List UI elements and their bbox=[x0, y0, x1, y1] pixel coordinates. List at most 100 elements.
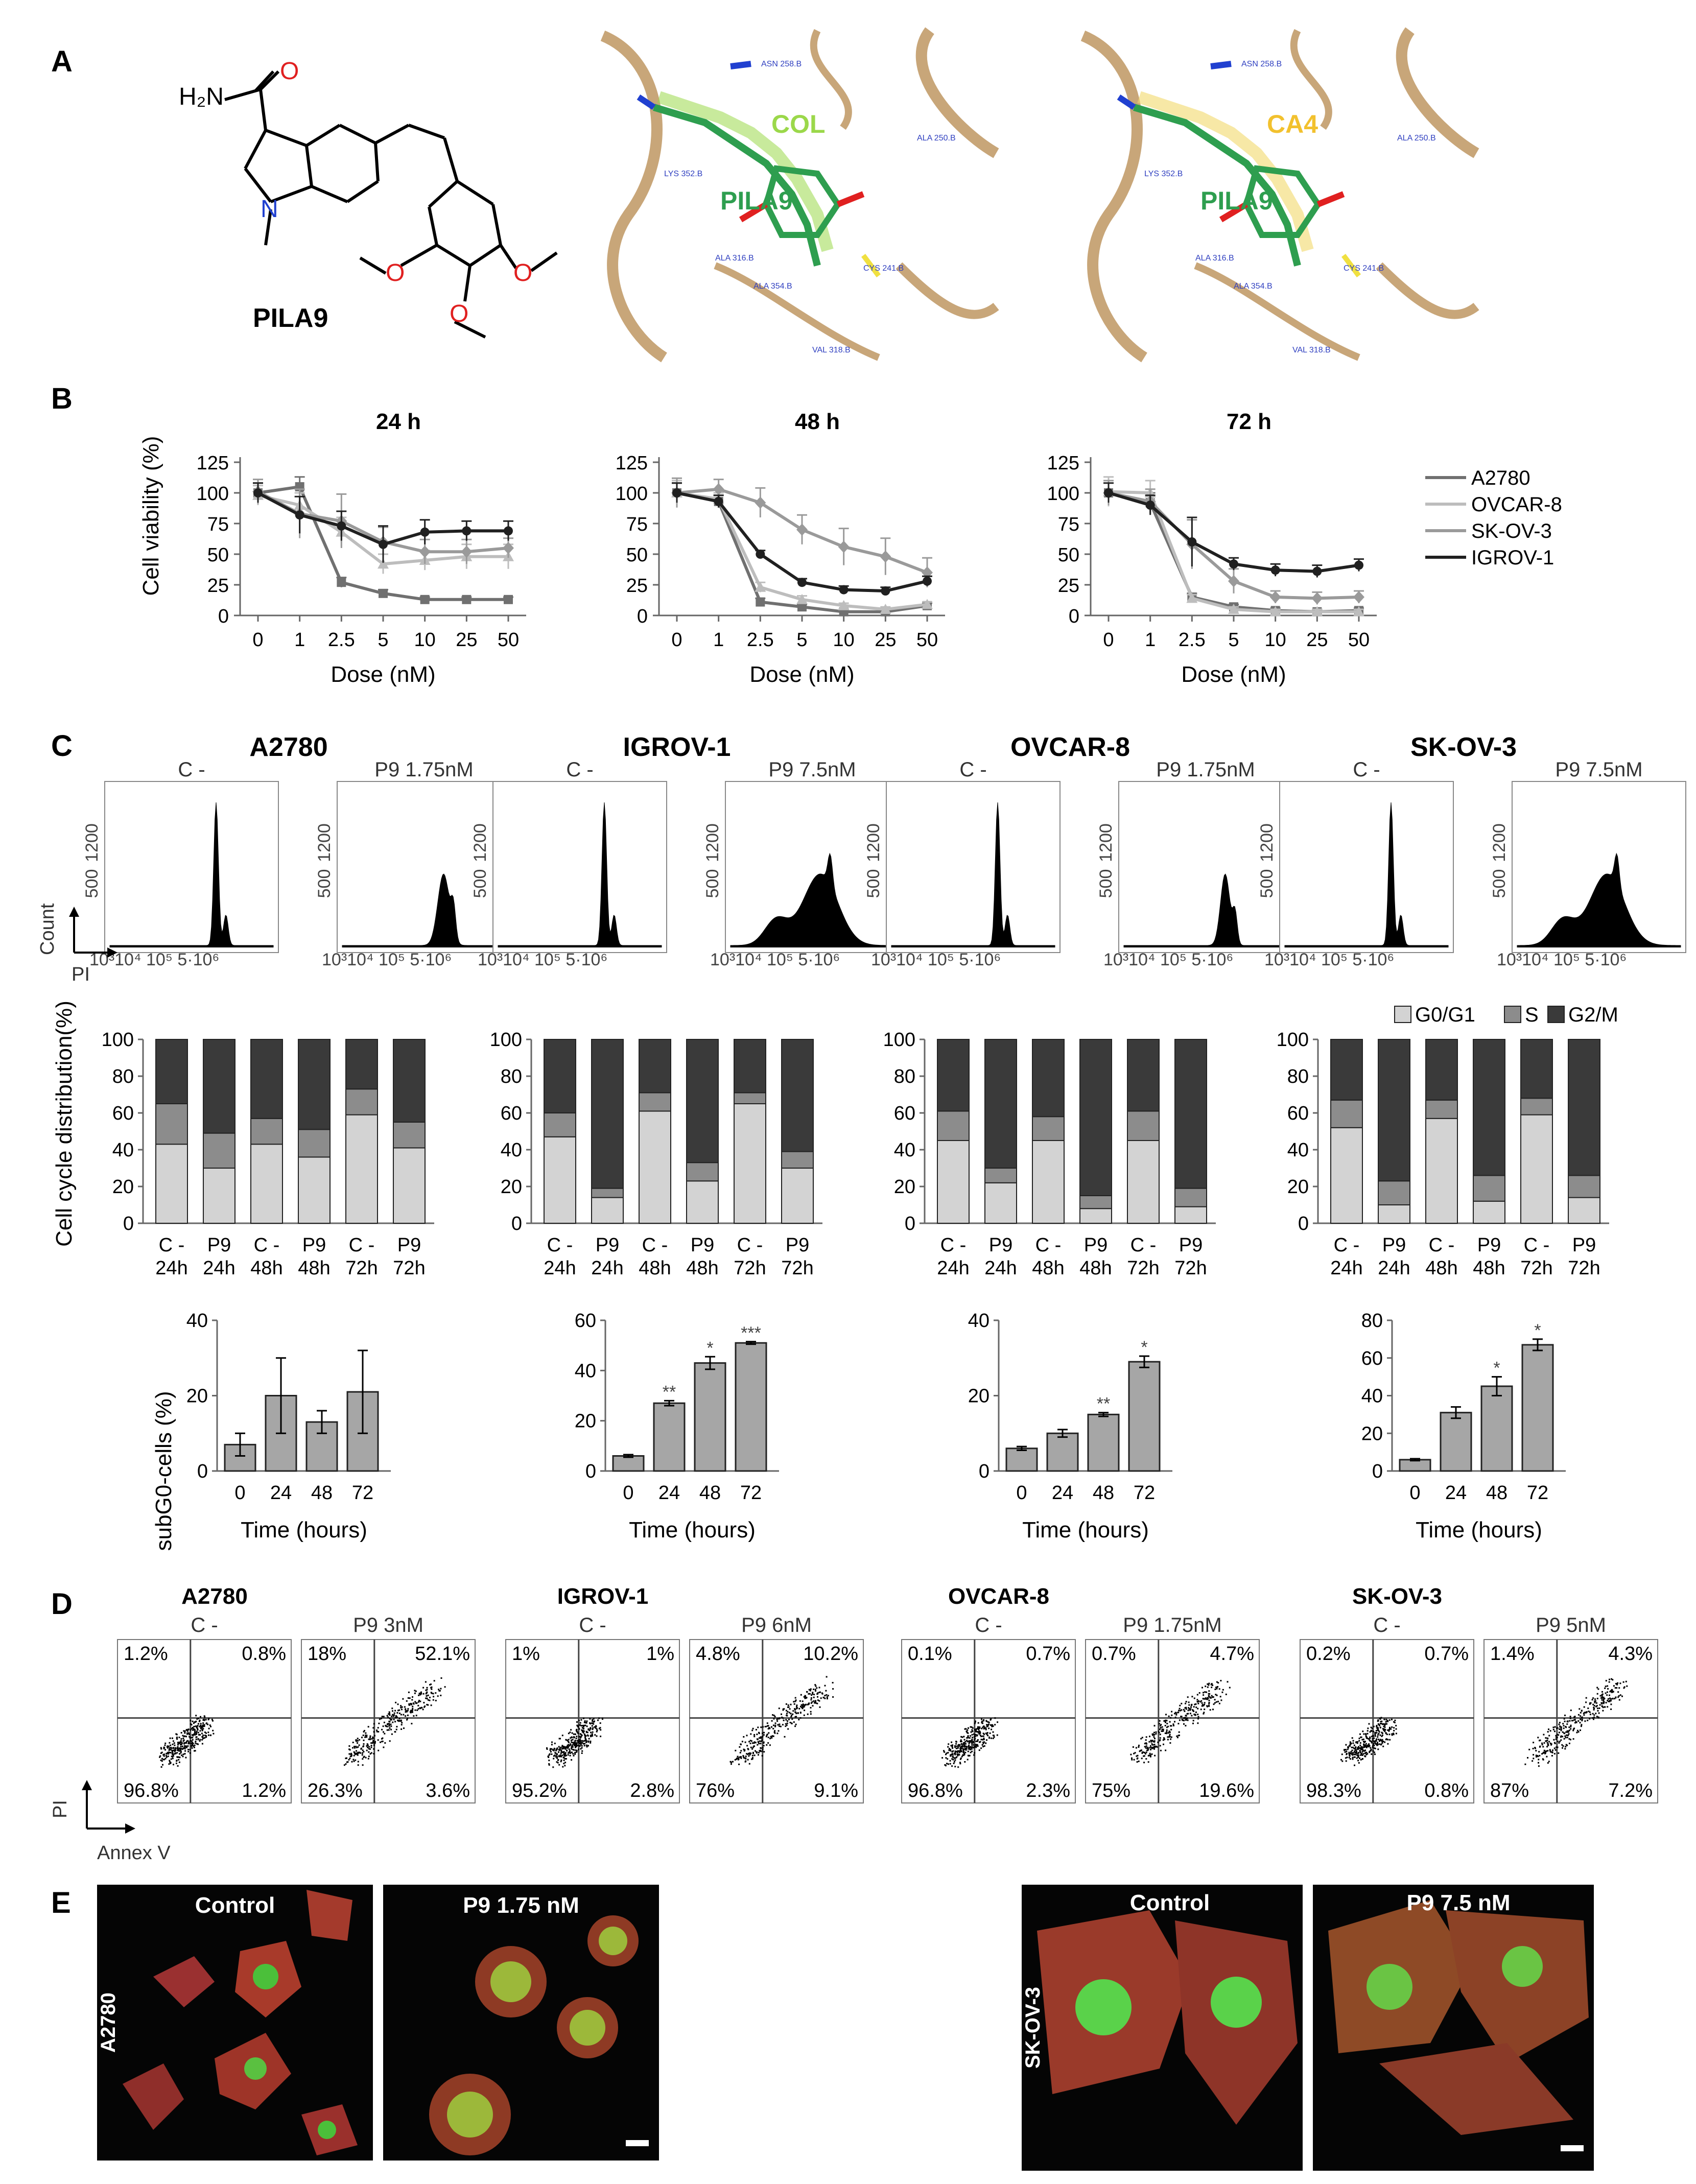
data-point bbox=[1187, 537, 1197, 547]
quadrant-lr-value: 7.2% bbox=[1608, 1780, 1653, 1801]
annexin-plot-label: C - bbox=[1373, 1614, 1400, 1636]
cc-x-label-bottom: 24h bbox=[1330, 1257, 1362, 1279]
cc-x-label-bottom: 72h bbox=[734, 1257, 766, 1279]
stacked-segment bbox=[1127, 1039, 1160, 1112]
quadrant-ur-value: 52.1% bbox=[415, 1643, 470, 1665]
y-tick-label: 75 bbox=[626, 514, 648, 535]
x-tick-label: 10 bbox=[833, 629, 855, 651]
quadrant-ll-value: 76% bbox=[696, 1780, 735, 1801]
cc-y-tick-label: 80 bbox=[112, 1066, 134, 1087]
sub-x-axis-label: Time (hours) bbox=[1022, 1517, 1149, 1542]
data-point bbox=[461, 545, 473, 558]
histogram-ytick: 500 bbox=[82, 869, 102, 898]
data-point bbox=[1269, 606, 1281, 616]
x-tick-label: 2.5 bbox=[328, 629, 355, 651]
stacked-segment bbox=[686, 1162, 719, 1182]
histogram-frame bbox=[492, 781, 667, 953]
stacked-segment bbox=[298, 1129, 331, 1158]
cc-x-label-bottom: 48h bbox=[1473, 1257, 1505, 1279]
stacked-segment bbox=[393, 1122, 426, 1149]
sub-x-tick-label: 48 bbox=[699, 1482, 721, 1504]
histogram-ytick: 1200 bbox=[1257, 823, 1277, 862]
quadrant-ul-value: 1% bbox=[512, 1643, 540, 1665]
cc-ylabel-text: Cell cycle distribution(%) bbox=[52, 1001, 77, 1247]
stacked-segment bbox=[345, 1039, 378, 1090]
histogram-trace bbox=[498, 802, 662, 947]
cc-x-label-top: C - bbox=[737, 1235, 763, 1256]
histogram-label: C - bbox=[566, 758, 593, 781]
cell-line-title: SK-OV-3 bbox=[1410, 732, 1517, 762]
docking-image-col: COL PILA9 ASN 258.B ALA 250.B LYS 352.B … bbox=[567, 26, 999, 363]
stacked-segment bbox=[250, 1039, 283, 1119]
histogram-ytick: 500 bbox=[1096, 869, 1116, 898]
cc-x-label-top: C - bbox=[1334, 1235, 1360, 1256]
chart-title: 24 h bbox=[376, 409, 421, 434]
sub-y-tick-label: 20 bbox=[968, 1386, 990, 1407]
legend-swatch bbox=[1504, 1006, 1521, 1023]
data-point bbox=[1312, 566, 1322, 576]
stacked-segment bbox=[1473, 1175, 1505, 1202]
cell-line-title: A2780 bbox=[249, 732, 327, 762]
x-tick-label: 0 bbox=[1103, 629, 1114, 651]
stacked-segment bbox=[250, 1118, 283, 1145]
dot-cloud bbox=[1524, 1678, 1628, 1767]
histogram-frame bbox=[337, 781, 511, 953]
sub-x-tick-label: 24 bbox=[1445, 1482, 1467, 1504]
cc-x-label-bottom: 24h bbox=[1378, 1257, 1410, 1279]
stacked-segment bbox=[1079, 1039, 1112, 1196]
y-tick-label: 50 bbox=[626, 544, 648, 566]
sub-y-tick-label: 0 bbox=[585, 1461, 596, 1482]
data-point bbox=[796, 594, 808, 604]
data-point bbox=[755, 581, 766, 592]
data-point bbox=[881, 586, 890, 596]
y-tick-label: 125 bbox=[616, 453, 648, 474]
a2780-cell-label: A2780 bbox=[97, 1992, 120, 2053]
quadrant-ll-value: 96.8% bbox=[908, 1780, 963, 1801]
stacked-segment bbox=[781, 1039, 814, 1152]
quadrant-ll-value: 98.3% bbox=[1306, 1780, 1361, 1801]
carbonyl-oxygen-label: O bbox=[280, 58, 299, 85]
stacked-segment bbox=[155, 1103, 188, 1145]
significance-marker: *** bbox=[741, 1323, 761, 1343]
y-tick-label: 50 bbox=[1058, 544, 1079, 566]
cc-y-tick-label: 60 bbox=[1287, 1103, 1309, 1124]
x-tick-label: 50 bbox=[916, 629, 938, 651]
stacked-segment bbox=[937, 1140, 970, 1224]
quadrant-ur-value: 0.7% bbox=[1026, 1643, 1070, 1665]
subg0-bar bbox=[612, 1455, 645, 1472]
legend-label: IGROV-1 bbox=[1471, 547, 1554, 569]
cc-x-label-top: C - bbox=[1429, 1235, 1455, 1256]
cc-y-tick-label: 40 bbox=[112, 1140, 134, 1161]
histogram-xticks: 10³10⁴ 10⁵ 5·10⁶ bbox=[710, 950, 840, 969]
quadrant-ll-value: 26.3% bbox=[308, 1780, 363, 1801]
sub-y-tick-label: 20 bbox=[186, 1386, 208, 1407]
data-point bbox=[880, 604, 891, 614]
sub-x-axis-label: Time (hours) bbox=[629, 1517, 756, 1542]
viability-legend: A2780 OVCAR-8 SK-OV-3 IGROV-1 bbox=[1425, 467, 1562, 569]
stacked-segment bbox=[937, 1110, 970, 1141]
cc-y-tick-label: 0 bbox=[511, 1213, 522, 1235]
skov3-cell-label: SK-OV-3 bbox=[1022, 1987, 1044, 2069]
histogram-xticks: 10³10⁴ 10⁵ 5·10⁶ bbox=[1497, 950, 1627, 969]
histogram-label: P9 1.75nM bbox=[1156, 758, 1255, 781]
data-point bbox=[672, 488, 681, 497]
cc-x-label-top: P9 bbox=[989, 1235, 1012, 1256]
histogram-ytick: 500 bbox=[315, 869, 334, 898]
annexin-plot-label: C - bbox=[191, 1614, 218, 1636]
histogram-ytick: 1200 bbox=[470, 823, 490, 862]
data-point bbox=[839, 585, 849, 595]
annexin-plot-label: C - bbox=[579, 1614, 606, 1636]
annexin-plot-label: P9 6nM bbox=[741, 1614, 812, 1636]
cc-x-label-bottom: 24h bbox=[203, 1257, 235, 1279]
stacked-segment bbox=[591, 1188, 624, 1198]
pila9-structure bbox=[224, 70, 558, 339]
cc-y-tick-label: 60 bbox=[894, 1103, 915, 1124]
cc-x-label-bottom: 72h bbox=[393, 1257, 425, 1279]
cc-x-label-top: P9 bbox=[1382, 1235, 1406, 1256]
stacked-segment bbox=[1473, 1200, 1505, 1224]
annexin-cell-title: SK-OV-3 bbox=[1352, 1584, 1442, 1609]
histogram-ytick: 500 bbox=[1490, 869, 1509, 898]
significance-marker: * bbox=[1141, 1338, 1147, 1357]
legend-label: OVCAR-8 bbox=[1471, 493, 1562, 516]
